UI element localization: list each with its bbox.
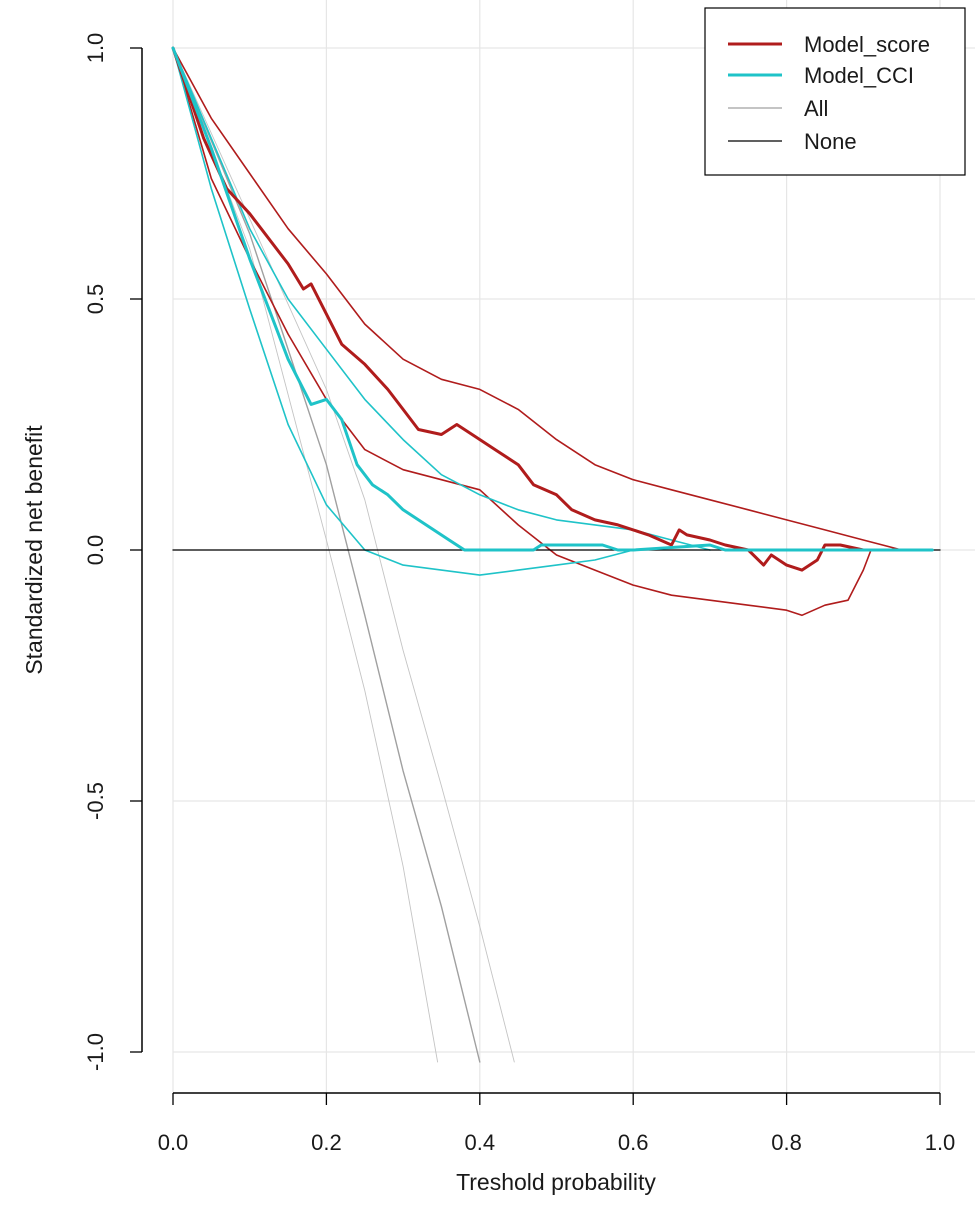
y-tick-label: 0.5 xyxy=(83,284,108,315)
axis-layer: 0.0 0.2 0.4 0.6 0.8 1.0 -1.0 -0.5 0.0 0.5 1.0 Tre… xyxy=(21,33,955,1195)
series-line-model-score-upper-ci xyxy=(172,47,903,551)
x-tick-label: 0.6 xyxy=(618,1130,649,1155)
y-tick-label: -0.5 xyxy=(83,782,108,820)
series-layer xyxy=(171,46,941,1063)
legend-label-all: All xyxy=(804,96,828,121)
x-tick-label: 0.8 xyxy=(771,1130,802,1155)
legend-box xyxy=(704,7,966,176)
series-line-model-cci-lower-ci xyxy=(172,47,635,576)
y-tick-label: 1.0 xyxy=(83,33,108,64)
x-tick-label: 0.2 xyxy=(311,1130,342,1155)
y-tick-label: 0.0 xyxy=(83,535,108,566)
series-line-model-cci-upper-ci xyxy=(172,47,711,551)
series-line-all-lower-ci xyxy=(172,47,439,1063)
x-axis-title: Treshold probability xyxy=(456,1169,656,1195)
legend-item-model-score: Model_score xyxy=(728,32,930,57)
series-line-model-score xyxy=(171,46,865,572)
legend-label-model-score: Model_score xyxy=(804,32,930,57)
legend-label-model-cci: Model_CCI xyxy=(804,63,914,88)
y-tick-label: -1.0 xyxy=(83,1033,108,1071)
y-ticks: -1.0 -0.5 0.0 0.5 1.0 xyxy=(83,33,142,1071)
x-tick-label: 0.0 xyxy=(158,1130,189,1155)
y-axis-title: Standardized net benefit xyxy=(21,425,47,675)
series-line-all-upper-ci xyxy=(172,47,515,1063)
legend: Model_score Model_CCI All None xyxy=(704,7,966,176)
legend-label-none: None xyxy=(804,129,857,154)
x-tick-label: 0.4 xyxy=(465,1130,496,1155)
x-tick-label: 1.0 xyxy=(925,1130,956,1155)
series-line-model-cci xyxy=(171,46,934,552)
legend-item-all: All xyxy=(728,96,828,121)
series-line-all xyxy=(172,47,481,1063)
legend-item-model-cci: Model_CCI xyxy=(728,63,914,88)
legend-item-none: None xyxy=(728,129,857,154)
x-ticks: 0.0 0.2 0.4 0.6 0.8 1.0 xyxy=(158,1093,956,1155)
